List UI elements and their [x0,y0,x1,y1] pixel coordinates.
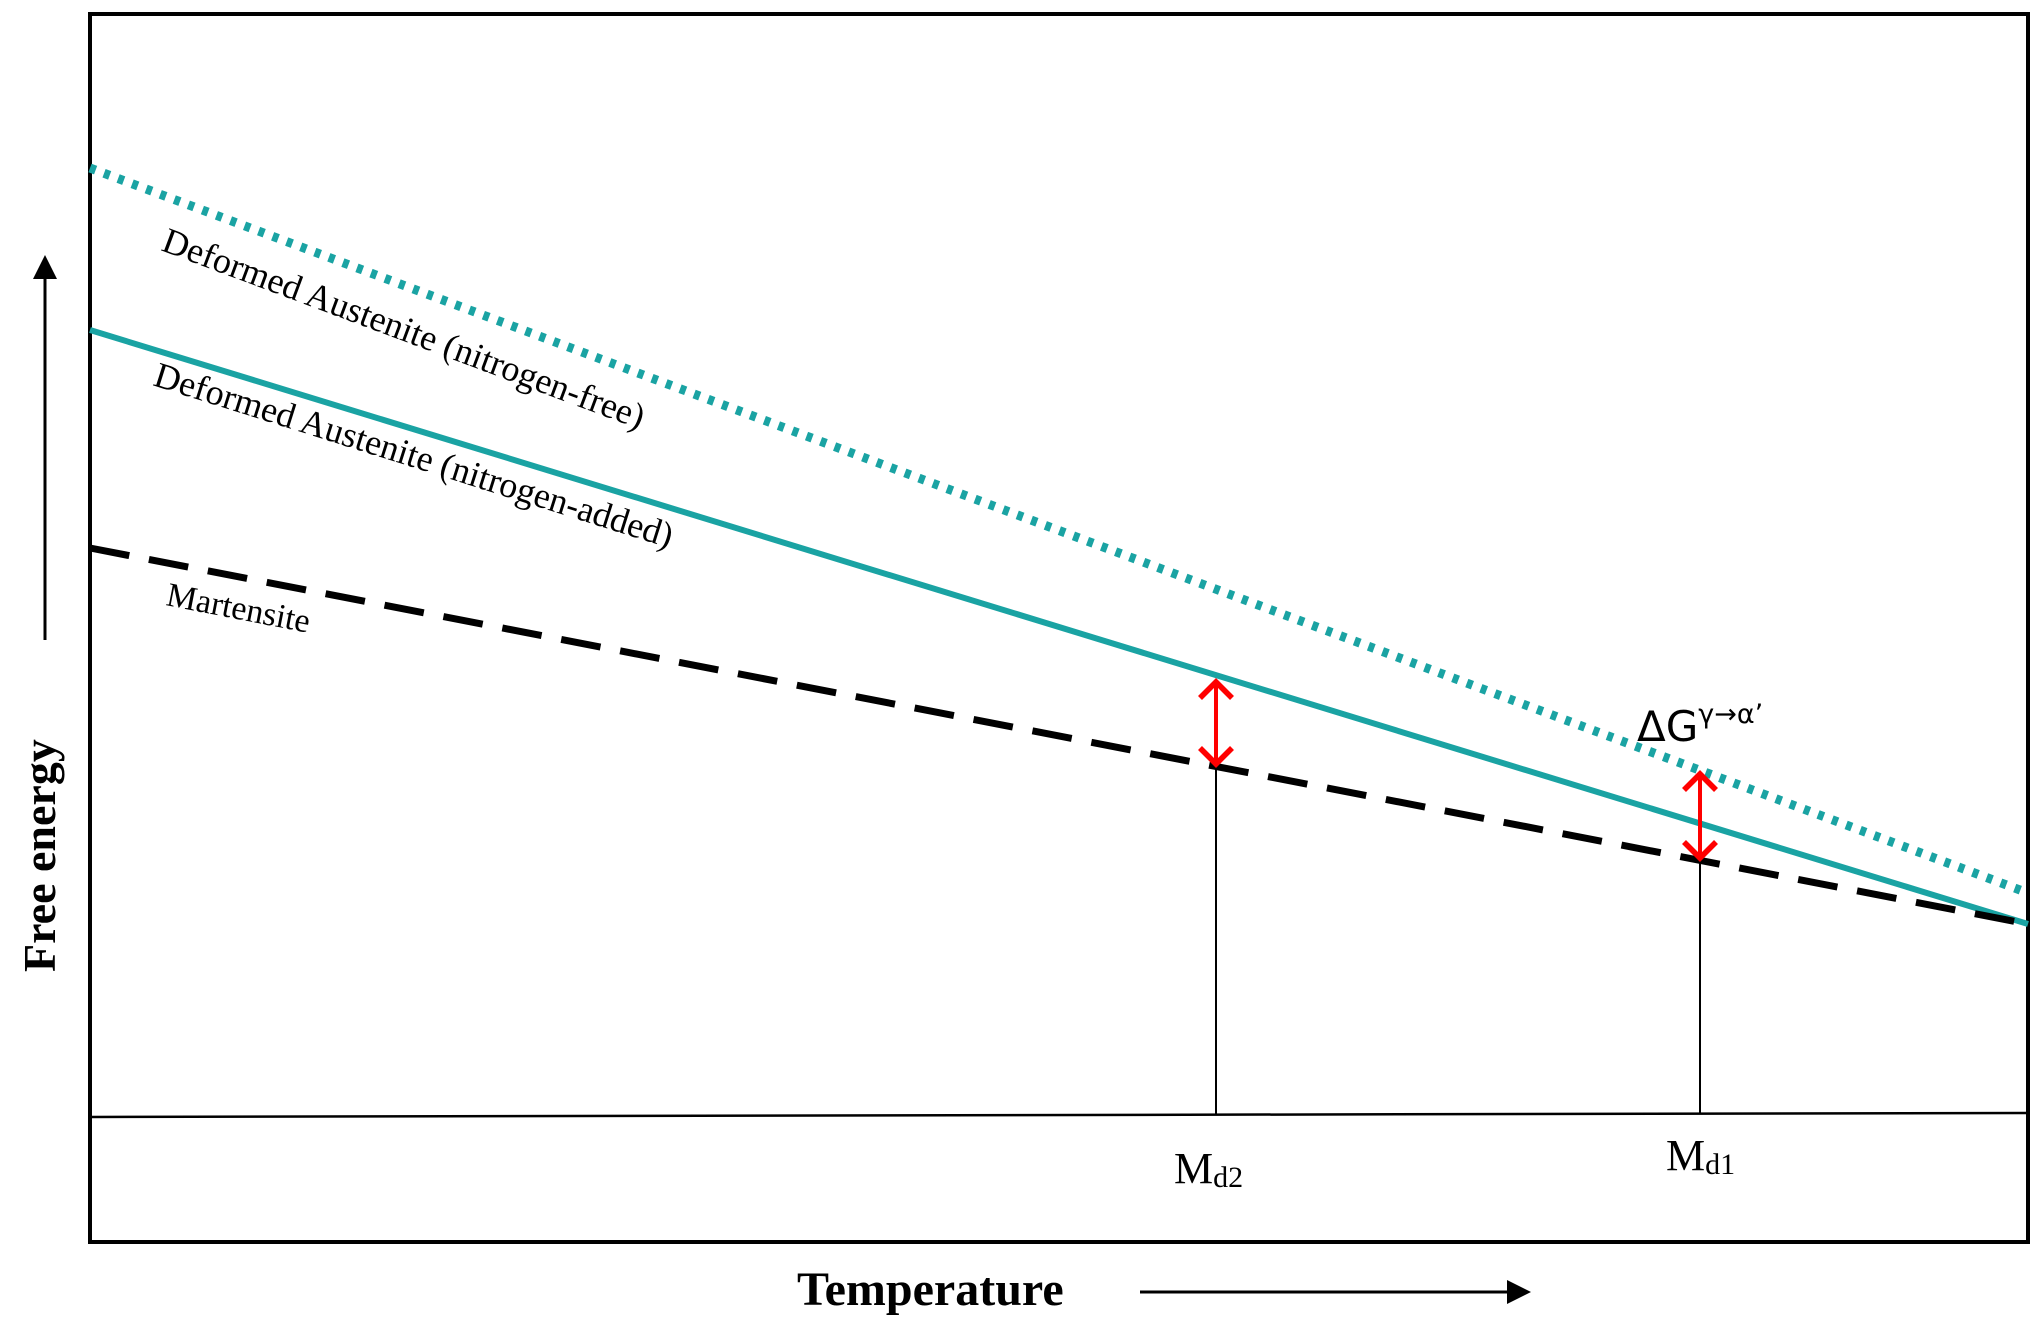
delta-g-label: ΔGγ→α’ [1637,699,1763,751]
nitrogen-added-austenite-line [89,327,2029,927]
x-axis-label: Temperature [797,1263,1064,1316]
md1-label: Md1 [1666,1131,1735,1181]
md2-label: Md2 [1174,1144,1243,1194]
nitrogen-free-austenite-line [88,163,2030,898]
y-axis-label: Free energy [14,739,65,972]
temperature-baseline [89,1111,2029,1119]
martensite-line [89,544,2029,928]
plot-frame [88,12,2030,1244]
